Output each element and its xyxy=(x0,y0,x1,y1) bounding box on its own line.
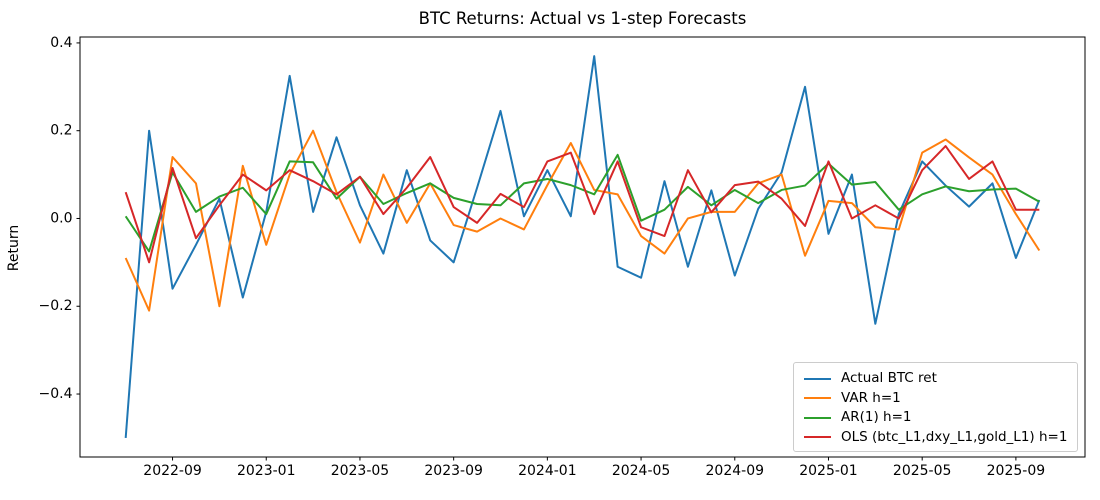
x-tick-label: 2023-05 xyxy=(331,463,390,479)
y-axis-label: Return xyxy=(6,224,22,272)
x-tick-label: 2024-09 xyxy=(706,463,765,479)
legend-item: OLS (btc_L1,dxy_L1,gold_L1) h=1 xyxy=(804,428,1067,448)
series-line-ols-btc-l1-dxy-l1-gold-l1-h-1 xyxy=(124,145,1040,264)
y-tick-label: −0.2 xyxy=(39,298,73,314)
legend-item: Actual BTC ret xyxy=(804,369,1067,389)
legend-line-swatch xyxy=(804,416,831,419)
legend-item: AR(1) h=1 xyxy=(804,408,1067,428)
legend-label: OLS (btc_L1,dxy_L1,gold_L1) h=1 xyxy=(841,428,1068,445)
x-tick-label: 2023-09 xyxy=(424,463,483,479)
series-line-var-h-1 xyxy=(124,129,1041,312)
y-tick-label: 0.4 xyxy=(50,35,72,51)
x-tick-label: 2023-01 xyxy=(237,463,296,479)
series-line-ar-1-h-1 xyxy=(124,153,1040,253)
legend-line-swatch xyxy=(804,436,831,439)
y-tick-label: 0.0 xyxy=(50,210,72,226)
legend-line-swatch xyxy=(804,377,831,380)
chart-title: BTC Returns: Actual vs 1-step Forecasts xyxy=(418,9,747,28)
series-line-actual-btc-ret xyxy=(124,55,1041,438)
legend-label: AR(1) h=1 xyxy=(841,409,912,425)
x-tick-label: 2022-09 xyxy=(143,463,202,479)
plot-border xyxy=(79,36,1086,458)
legend-line-swatch xyxy=(804,397,831,400)
x-tick-label: 2024-05 xyxy=(612,463,671,479)
legend-label: Actual BTC ret xyxy=(841,370,937,386)
legend-item: VAR h=1 xyxy=(804,389,1067,409)
y-tick-label: 0.2 xyxy=(50,123,72,139)
x-tick-label: 2025-01 xyxy=(799,463,858,479)
y-tick-label: −0.4 xyxy=(39,386,73,402)
x-tick-label: 2025-05 xyxy=(893,463,952,479)
x-tick-label: 2024-01 xyxy=(518,463,577,479)
x-tick-label: 2025-09 xyxy=(987,463,1046,479)
legend-label: VAR h=1 xyxy=(841,389,901,406)
legend: Actual BTC ret VAR h=1 AR(1) h=1 OLS (bt… xyxy=(793,362,1078,452)
